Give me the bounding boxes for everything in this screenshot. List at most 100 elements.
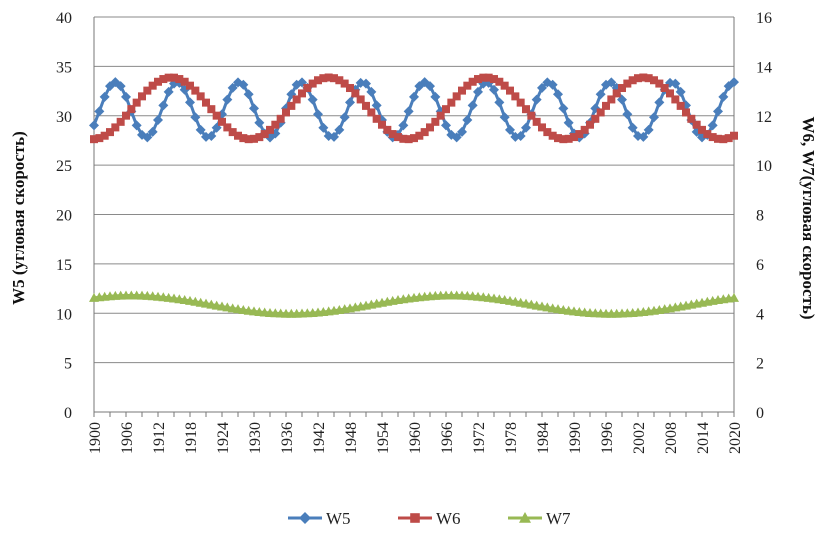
data-point-w6 xyxy=(607,95,616,104)
data-point-w6 xyxy=(666,89,674,98)
y-left-tick-label: 35 xyxy=(56,59,72,76)
data-point-w6 xyxy=(511,92,520,101)
data-point-w5 xyxy=(409,91,419,102)
data-point-w5 xyxy=(499,112,510,123)
x-tick-label: 2002 xyxy=(631,422,648,454)
y-left-tick-label: 25 xyxy=(56,158,72,175)
data-point-w6 xyxy=(116,117,125,126)
data-point-w5 xyxy=(243,89,254,100)
data-point-w5 xyxy=(238,79,249,90)
data-point-w5 xyxy=(153,115,163,126)
x-tick-label: 1936 xyxy=(279,422,296,454)
data-point-w5 xyxy=(627,122,638,133)
y-right-axis-title: W6, W7(угловая скорость) xyxy=(799,116,818,319)
data-point-w6 xyxy=(212,111,221,120)
data-point-w6 xyxy=(516,98,525,107)
data-point-w5 xyxy=(638,131,649,142)
data-point-w6 xyxy=(676,101,685,110)
data-point-w5 xyxy=(339,112,350,123)
x-tick-label: 1984 xyxy=(535,422,552,454)
data-point-w5 xyxy=(222,94,233,105)
data-point-w5 xyxy=(147,126,158,137)
series-w6 xyxy=(90,73,738,144)
data-point-w5 xyxy=(457,126,467,137)
data-point-w5 xyxy=(313,109,323,120)
data-point-w5 xyxy=(254,117,265,128)
data-point-w5 xyxy=(494,97,505,108)
data-point-w5 xyxy=(89,120,99,131)
data-point-w5 xyxy=(185,97,195,108)
x-tick-label: 1978 xyxy=(503,422,520,454)
data-point-w6 xyxy=(682,108,690,117)
data-point-w5 xyxy=(403,106,414,117)
data-point-w6 xyxy=(447,98,456,107)
data-point-w5 xyxy=(334,124,345,135)
x-tick-label: 1930 xyxy=(247,422,264,454)
data-point-w5 xyxy=(553,89,563,100)
data-point-w5 xyxy=(206,131,217,142)
data-point-w6 xyxy=(436,111,445,120)
data-point-w5 xyxy=(649,112,659,123)
x-tick-label: 1996 xyxy=(599,422,616,454)
x-tick-label: 2020 xyxy=(727,422,744,454)
data-point-w6 xyxy=(431,117,440,126)
data-point-w6 xyxy=(591,114,600,123)
data-point-w6 xyxy=(671,95,680,104)
data-point-w5 xyxy=(670,78,681,89)
data-point-w5 xyxy=(318,122,329,133)
y-right-tick-label: 2 xyxy=(756,356,764,373)
data-point-w5 xyxy=(563,117,574,128)
data-point-w5 xyxy=(558,103,569,114)
x-tick-label: 1954 xyxy=(375,422,392,454)
y-left-tick-label: 30 xyxy=(56,109,72,126)
data-point-w5 xyxy=(190,112,201,123)
data-point-w6 xyxy=(730,131,738,140)
data-point-w5 xyxy=(163,86,174,97)
x-tick-label: 1966 xyxy=(439,422,456,454)
legend-label: W7 xyxy=(546,509,571,528)
y-right-tick-label: 12 xyxy=(756,109,772,126)
data-point-w5 xyxy=(99,91,110,102)
data-point-w6 xyxy=(207,105,216,114)
x-tick-label: 2008 xyxy=(663,422,680,454)
data-point-w6 xyxy=(127,105,136,114)
series xyxy=(89,73,739,318)
x-tick-label: 1990 xyxy=(567,422,584,454)
data-point-w6 xyxy=(132,98,141,107)
legend-marker xyxy=(519,512,531,523)
data-point-w6 xyxy=(367,108,376,117)
data-point-w5 xyxy=(366,86,377,97)
data-point-w5 xyxy=(595,89,606,100)
legend-item-w7: W7 xyxy=(508,509,571,528)
y-right-tick-label: 4 xyxy=(756,306,764,323)
y-right-tick-label: 8 xyxy=(756,208,764,225)
data-point-w5 xyxy=(115,81,126,92)
data-point-w6 xyxy=(282,108,290,117)
data-point-w5 xyxy=(467,100,478,111)
legend-label: W5 xyxy=(326,509,351,528)
x-tick-label: 1918 xyxy=(183,422,200,454)
y-right-tick-label: 6 xyxy=(756,257,764,274)
data-point-w5 xyxy=(441,120,451,131)
y-left-tick-label: 40 xyxy=(56,10,72,27)
data-point-w5 xyxy=(622,109,633,120)
y-left-tick-label: 5 xyxy=(64,356,72,373)
x-tick-label: 1948 xyxy=(343,422,360,454)
data-point-w6 xyxy=(442,105,450,114)
data-point-w5 xyxy=(707,120,718,131)
data-point-w5 xyxy=(718,91,729,102)
x-tick-label: 1942 xyxy=(311,422,328,454)
series-w7 xyxy=(89,290,739,318)
data-point-w5 xyxy=(489,84,499,95)
data-point-w6 xyxy=(522,105,530,114)
data-point-w5 xyxy=(158,100,169,111)
data-point-w6 xyxy=(527,111,536,120)
data-point-w5 xyxy=(195,124,206,135)
data-point-w6 xyxy=(202,98,210,107)
data-point-w5 xyxy=(713,106,723,117)
data-point-w6 xyxy=(362,101,370,110)
data-point-w5 xyxy=(345,97,355,108)
x-ticks: 1900 1906 1912 1918 1924 1930 1936 1942 1948 1954… xyxy=(87,422,744,454)
data-point-w5 xyxy=(121,91,131,102)
